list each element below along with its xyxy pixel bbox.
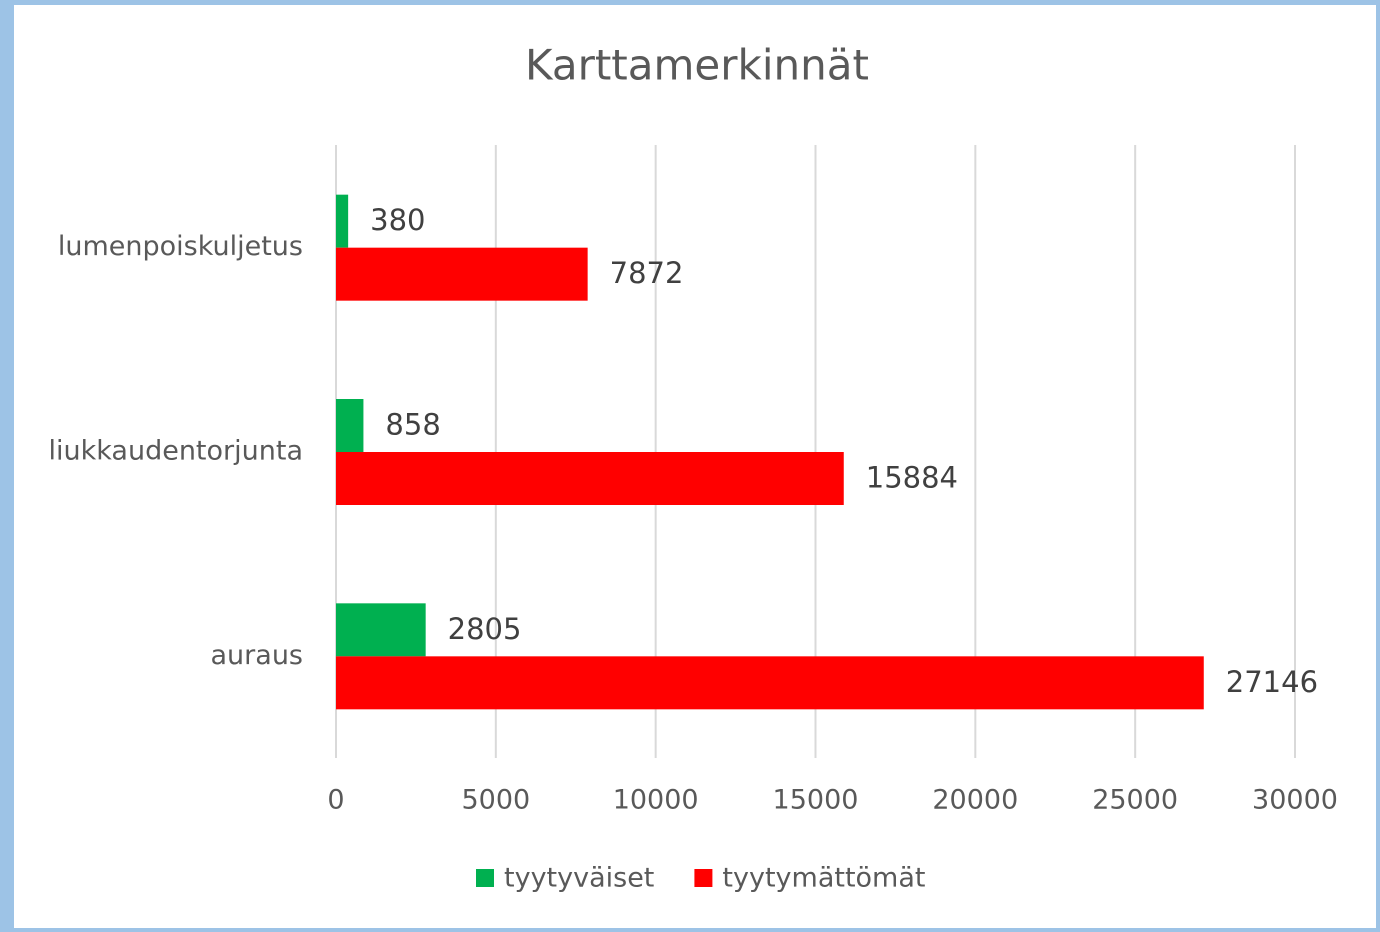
x-tick-label: 20000 xyxy=(932,785,1018,816)
x-tick-label: 15000 xyxy=(773,785,859,816)
legend-label: tyytymättömät xyxy=(722,863,925,894)
chart-title: Karttamerkinnät xyxy=(525,41,869,90)
x-tick-label: 10000 xyxy=(613,785,699,816)
x-tick-label: 5000 xyxy=(461,785,530,816)
data-label: 2805 xyxy=(448,612,522,646)
data-label: 858 xyxy=(385,408,440,442)
x-tick-label: 25000 xyxy=(1092,785,1178,816)
data-label: 7872 xyxy=(610,256,684,290)
bar xyxy=(336,452,844,505)
bar xyxy=(336,194,349,248)
legend-label: tyytyväiset xyxy=(504,863,654,894)
bar xyxy=(336,656,1204,710)
data-label: 380 xyxy=(370,203,425,237)
y-tick-label: lumenpoiskuljetus xyxy=(58,231,303,262)
legend-swatch xyxy=(476,869,494,887)
data-label: 27146 xyxy=(1226,665,1318,699)
bar xyxy=(336,603,426,657)
x-tick-label: 30000 xyxy=(1252,785,1338,816)
bar xyxy=(336,247,588,301)
x-tick-label: 0 xyxy=(327,785,344,816)
y-tick-label: liukkaudentorjunta xyxy=(49,436,304,467)
bar xyxy=(336,399,364,452)
data-label: 15884 xyxy=(866,461,958,495)
legend-swatch xyxy=(694,869,713,887)
y-tick-label: auraus xyxy=(211,640,303,671)
